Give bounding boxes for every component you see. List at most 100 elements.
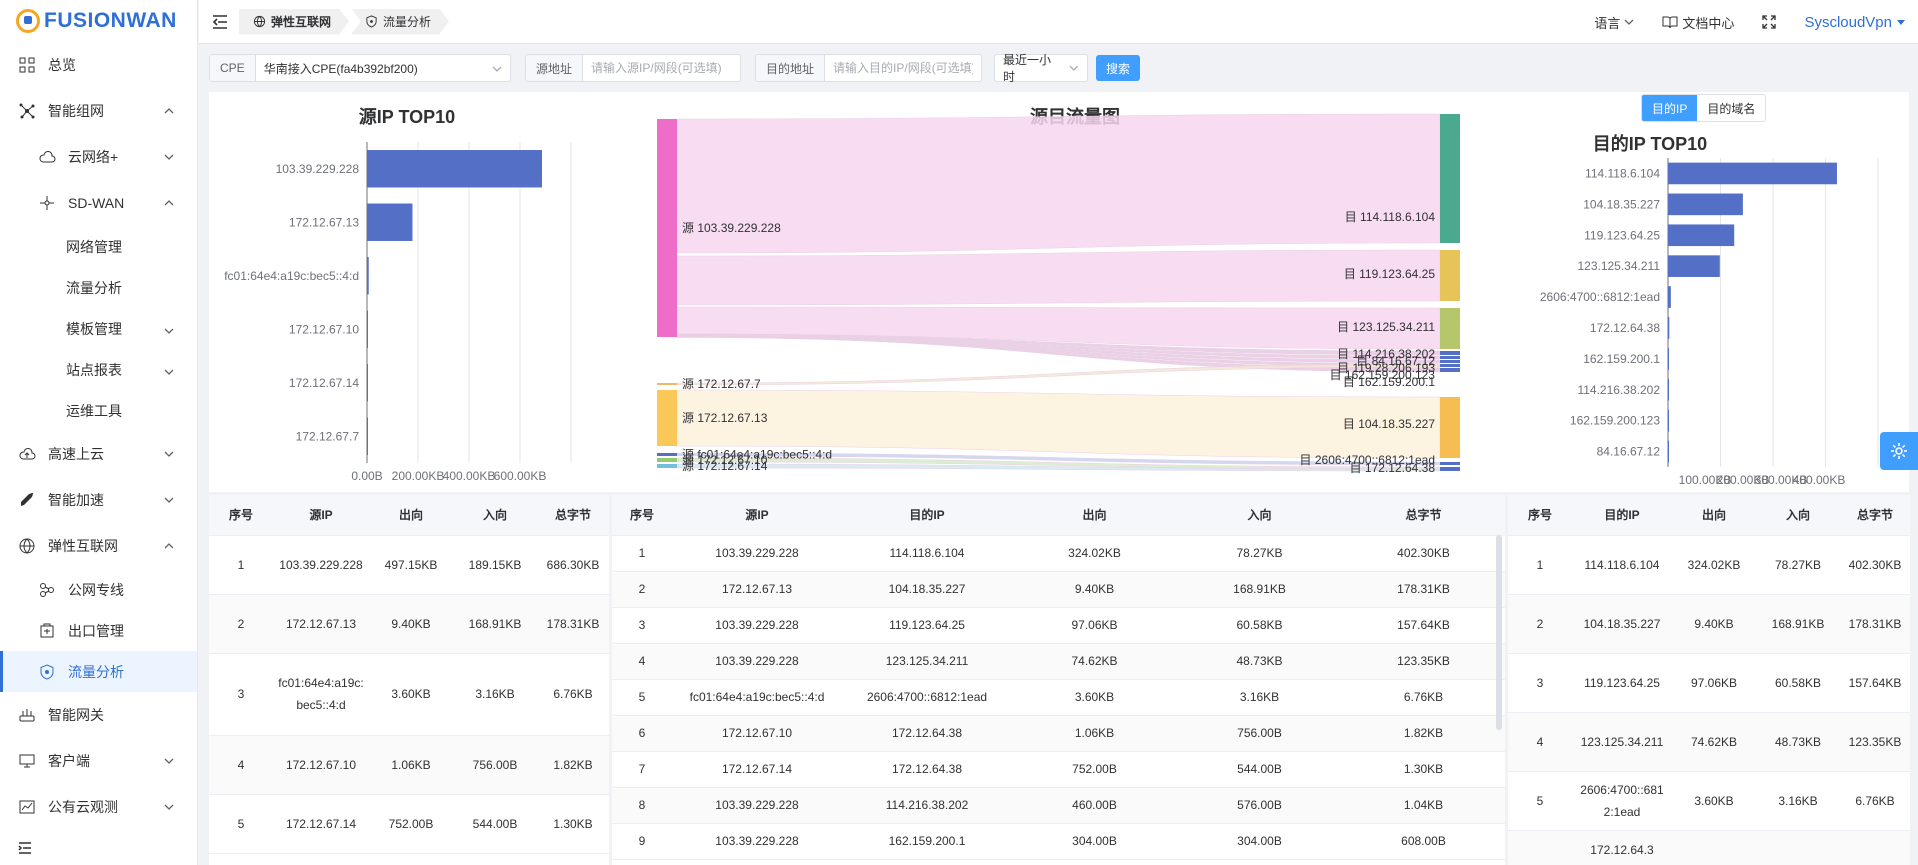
table-row[interactable]: 3 119.123.64.25 97.06KB 60.58KB 157.64KB — [1508, 653, 1910, 713]
sidebar-item-sdwan[interactable]: SD-WAN — [0, 180, 197, 226]
settings-fab[interactable] — [1880, 432, 1918, 470]
brand-logo[interactable]: FUSIONWAN — [0, 0, 197, 42]
table-row[interactable]: 172.12.64.3 — [1508, 830, 1910, 865]
table-row[interactable]: 2 172.12.67.13 104.18.35.227 9.40KB 168.91KB… — [612, 571, 1505, 608]
table-row[interactable]: 2 172.12.67.13 9.40KB 168.91KB 178.31KB — [209, 594, 609, 654]
bar[interactable] — [367, 417, 368, 455]
sidebar-item-overview[interactable]: 总览 — [0, 42, 197, 88]
sidebar-item-ops-tools[interactable]: 运维工具 — [0, 390, 197, 431]
sidebar-item-public-line[interactable]: 公网专线 — [0, 569, 197, 610]
table-cell: 3.60KB — [1672, 771, 1756, 831]
table-row[interactable]: 4 103.39.229.228 123.125.34.211 74.62KB 48.7… — [612, 643, 1505, 680]
bar[interactable] — [1668, 286, 1671, 308]
sankey-source-node[interactable] — [657, 383, 677, 385]
cpe-select[interactable]: CPE 华南接入CPE(fa4b392bf200) — [209, 54, 511, 82]
sankey-target-node[interactable] — [1440, 462, 1460, 465]
sidebar-item-smart-gateway[interactable]: 智能网关 — [0, 692, 197, 738]
table-row[interactable]: 5 172.12.67.14 752.00B 544.00B 1.30KB — [209, 794, 609, 854]
source-address-input[interactable] — [583, 55, 740, 81]
table-row[interactable]: 9 103.39.229.228 162.159.200.1 304.00B 304.0… — [612, 823, 1505, 860]
sankey-target-node[interactable] — [1440, 360, 1460, 363]
table-row[interactable]: 3 103.39.229.228 119.123.64.25 97.06KB 60.58… — [612, 607, 1505, 644]
sidebar-item-egress-mgmt[interactable]: 出口管理 — [0, 610, 197, 651]
sankey-source-node[interactable] — [657, 119, 677, 337]
table-row[interactable]: 3 fc01:64e4:a19c:bec5::4:d 3.60KB 3.16KB 6.7… — [209, 653, 609, 736]
fullscreen-icon[interactable] — [1762, 15, 1777, 29]
sidebar-item-network-mgmt[interactable]: 网络管理 — [0, 226, 197, 267]
toggle-dest-ip[interactable]: 目的IP — [1642, 95, 1698, 121]
search-button[interactable]: 搜索 — [1096, 55, 1141, 81]
sankey-source-node[interactable] — [657, 453, 677, 456]
bar[interactable] — [1668, 162, 1837, 185]
bar[interactable] — [1668, 255, 1720, 277]
bar[interactable] — [1668, 440, 1669, 463]
table-row[interactable]: 8 103.39.229.228 114.216.38.202 460.00B 576.… — [612, 787, 1505, 824]
bar[interactable] — [367, 364, 368, 402]
sankey-link[interactable] — [676, 113, 1441, 254]
sankey-link[interactable] — [676, 249, 1441, 306]
table-row[interactable]: 5 fc01:64e4:a19c:bec5::4:d 2606:4700::6812… — [612, 679, 1505, 716]
docs-center-link[interactable]: 文档中心 — [1662, 13, 1734, 32]
bar[interactable] — [1668, 409, 1669, 432]
sidebar-item-elastic-internet[interactable]: 弹性互联网 — [0, 523, 197, 569]
bar[interactable] — [1668, 317, 1670, 339]
hamburger-icon[interactable] — [211, 13, 229, 31]
flow-table-scrollbar[interactable] — [1496, 535, 1502, 730]
table-row[interactable]: 1 103.39.229.228 497.15KB 189.15KB 686.30KB — [209, 535, 609, 595]
table-row[interactable]: 1 114.118.6.104 324.02KB 78.27KB 402.30KB — [1508, 535, 1910, 595]
sidebar-item-template-mgmt[interactable]: 模板管理 — [0, 308, 197, 349]
bar[interactable] — [1668, 348, 1669, 370]
table-row[interactable]: 1 103.39.229.228 114.118.6.104 324.02KB 78.2… — [612, 535, 1505, 572]
toggle-dest-domain[interactable]: 目的域名 — [1707, 101, 1756, 116]
bar[interactable] — [367, 310, 368, 348]
dest-address-input[interactable] — [825, 55, 981, 81]
cpe-value[interactable]: 华南接入CPE(fa4b392bf200) — [256, 55, 510, 81]
bar[interactable] — [1668, 378, 1669, 401]
sankey-source-node[interactable] — [657, 458, 677, 462]
sankey-target-node[interactable] — [1440, 250, 1460, 301]
sidebar-item-sdwan-traffic[interactable]: 流量分析 — [0, 267, 197, 308]
table-row[interactable]: 4 123.125.34.211 74.62KB 48.73KB 123.35KB — [1508, 712, 1910, 772]
tab-elastic-internet[interactable]: 弹性互联网 — [239, 9, 349, 35]
collapse-menu-icon[interactable] — [18, 841, 32, 855]
sankey-source-node[interactable] — [657, 390, 677, 446]
bar[interactable] — [367, 150, 543, 188]
sankey-source-node[interactable] — [657, 464, 677, 468]
sidebar-item-site-report[interactable]: 站点报表 — [0, 349, 197, 390]
sidebar-item-cloud-network[interactable]: 云网络+ — [0, 134, 197, 180]
sidebar-item-smart-network[interactable]: 智能组网 — [0, 88, 197, 134]
sidebar-item-client[interactable]: 客户端 — [0, 738, 197, 784]
sankey-target-node[interactable] — [1440, 467, 1460, 471]
sankey-target-node[interactable] — [1440, 351, 1460, 355]
time-range-select[interactable]: 最近一小时 — [994, 53, 1088, 84]
sankey-link[interactable] — [676, 363, 1441, 386]
table-row[interactable]: 6 172.12.67.10 172.12.64.38 1.06KB 756.00B 1.… — [612, 715, 1505, 752]
sankey-target-node[interactable] — [1440, 368, 1460, 372]
table-row[interactable]: 5 2606:4700::6812:1ead 3.60KB 3.16KB 6.76KB — [1508, 771, 1910, 831]
language-dropdown[interactable]: 语言 — [1594, 13, 1634, 32]
tab-traffic-analysis[interactable]: 流量分析 — [351, 9, 449, 35]
sankey-target-node[interactable] — [1440, 397, 1460, 458]
sidebar-item-cloud-observe[interactable]: 公有云观测 — [0, 784, 197, 830]
table-cell: 2 — [1508, 594, 1572, 654]
table-cell: 123.125.34.211 — [842, 643, 1012, 680]
x-tick-label: 600.00KB — [494, 469, 547, 483]
table-row[interactable]: 4 172.12.67.10 1.06KB 756.00B 1.82KB — [209, 735, 609, 795]
sankey-target-node[interactable] — [1440, 356, 1460, 359]
table-row[interactable]: 2 104.18.35.227 9.40KB 168.91KB 178.31KB — [1508, 594, 1910, 654]
x-tick-label: 200.00KB — [1717, 473, 1770, 487]
table-cell: 3.60KB — [1012, 679, 1177, 716]
sidebar-item-cloud-express[interactable]: 高速上云 — [0, 431, 197, 477]
user-menu[interactable]: SyscloudVpn — [1804, 14, 1906, 31]
bar[interactable] — [367, 257, 369, 295]
bar[interactable] — [1668, 193, 1743, 216]
sankey-target-node[interactable] — [1440, 308, 1460, 349]
sidebar-item-smart-accel[interactable]: 智能加速 — [0, 477, 197, 523]
sankey-target-node[interactable] — [1440, 114, 1460, 243]
sankey-target-node[interactable] — [1440, 364, 1460, 367]
bar[interactable] — [367, 203, 413, 241]
sidebar-item-traffic-analysis[interactable]: 流量分析 — [0, 651, 197, 692]
bar[interactable] — [1668, 224, 1735, 247]
table-cell: 9.40KB — [1012, 571, 1177, 608]
table-row[interactable]: 7 172.12.67.14 172.12.64.38 752.00B 544.00B 1… — [612, 751, 1505, 788]
